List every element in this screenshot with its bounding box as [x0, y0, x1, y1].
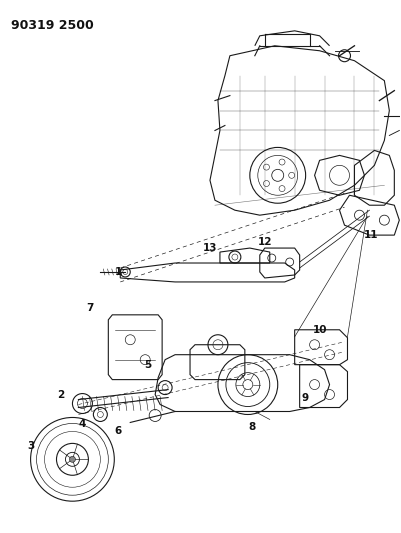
Text: 5: 5 — [144, 360, 152, 370]
Text: 9: 9 — [301, 392, 308, 402]
Text: 12: 12 — [257, 237, 272, 247]
Text: 6: 6 — [115, 426, 122, 437]
Text: 11: 11 — [364, 230, 379, 240]
Text: 8: 8 — [248, 423, 255, 432]
Circle shape — [69, 456, 75, 462]
Text: 13: 13 — [203, 243, 217, 253]
Text: 4: 4 — [79, 419, 86, 430]
Text: 2: 2 — [57, 390, 64, 400]
Text: 3: 3 — [27, 441, 34, 451]
Text: 90319 2500: 90319 2500 — [11, 19, 93, 32]
Text: 10: 10 — [312, 325, 327, 335]
Text: 7: 7 — [87, 303, 94, 313]
Text: 1: 1 — [115, 267, 122, 277]
